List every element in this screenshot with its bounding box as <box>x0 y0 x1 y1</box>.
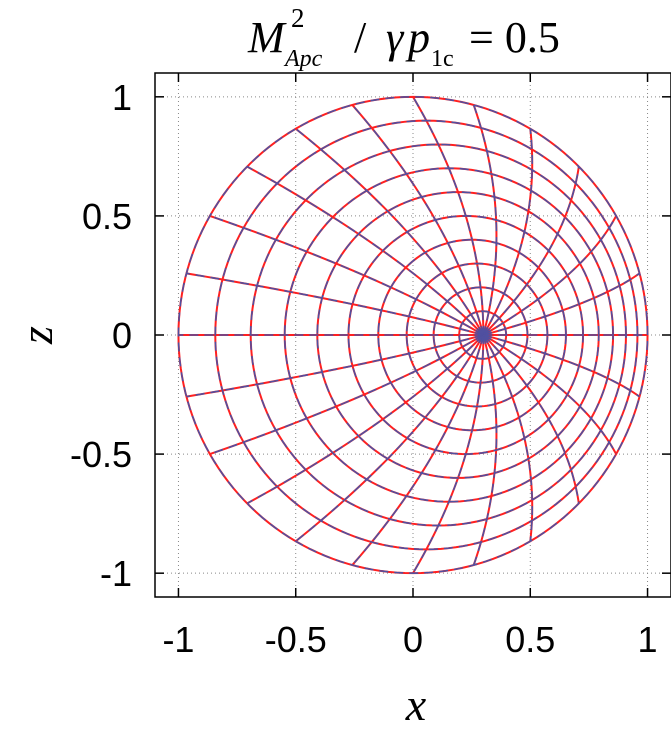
red-ray-11 <box>186 272 484 336</box>
red-ray-8 <box>295 127 485 336</box>
blue-ray-23 <box>483 334 641 398</box>
x-tick-label-3: 0.5 <box>505 619 555 660</box>
chart-title: M 2 Apc / γ p 1c = 0.5 <box>247 3 560 72</box>
y-tick-label-1: -0.5 <box>70 434 132 475</box>
blue-surface-9 <box>214 119 639 551</box>
x-tick-label-4: 1 <box>638 619 658 660</box>
blue-ray-20 <box>482 334 534 542</box>
x-tick-label-2: 0 <box>403 619 423 660</box>
x-tick-label-1: -0.5 <box>265 619 327 660</box>
y-axis-label: z <box>11 326 62 345</box>
blue-ray-6 <box>412 96 485 336</box>
x-tick-label-0: -1 <box>162 619 194 660</box>
blue-ray-18 <box>412 334 485 574</box>
title-p-subscript: 1c <box>431 46 454 72</box>
x-axis-label: x <box>405 679 427 730</box>
x-tick-labels: -1 -0.5 0 0.5 1 <box>162 619 657 660</box>
title-superscript: 2 <box>291 3 305 33</box>
title-slash: / <box>343 13 377 62</box>
red-ray-16 <box>295 334 485 543</box>
blue-ray-4 <box>482 128 534 336</box>
red-ray-13 <box>186 334 484 398</box>
y-tick-label-2: 0 <box>112 315 132 356</box>
grid-lines <box>155 73 671 597</box>
blue-ray-13 <box>186 334 484 398</box>
blue-ray-11 <box>186 272 484 336</box>
y-tick-labels: -1 -0.5 0 0.5 1 <box>70 77 132 594</box>
title-gamma: γ <box>386 13 405 62</box>
red-ray-15 <box>246 334 485 505</box>
y-tick-label-0: -1 <box>100 553 132 594</box>
y-tick-label-4: 1 <box>112 77 132 118</box>
tick-marks <box>155 73 671 597</box>
blue-ray-22 <box>482 334 617 455</box>
frame-rect <box>154 72 671 598</box>
blue-ray-2 <box>482 215 617 336</box>
blue-ray-1 <box>483 272 641 336</box>
blue-ray-16 <box>295 334 485 542</box>
blue-ray-3 <box>482 166 580 336</box>
y-tick-label-3: 0.5 <box>82 196 132 237</box>
title-p: p <box>405 13 430 62</box>
series-blue <box>177 96 649 574</box>
plot-frame <box>154 72 671 598</box>
red-ray-14 <box>209 334 484 456</box>
title-m: M <box>247 13 287 62</box>
title-rhs: = 0.5 <box>458 13 560 62</box>
blue-ray-7 <box>351 104 485 336</box>
title-subscript: Apc <box>283 46 323 72</box>
blue-ray-17 <box>351 334 485 566</box>
blue-ray-21 <box>482 334 580 504</box>
blue-surface-6 <box>316 191 600 479</box>
blue-ray-8 <box>295 128 485 336</box>
